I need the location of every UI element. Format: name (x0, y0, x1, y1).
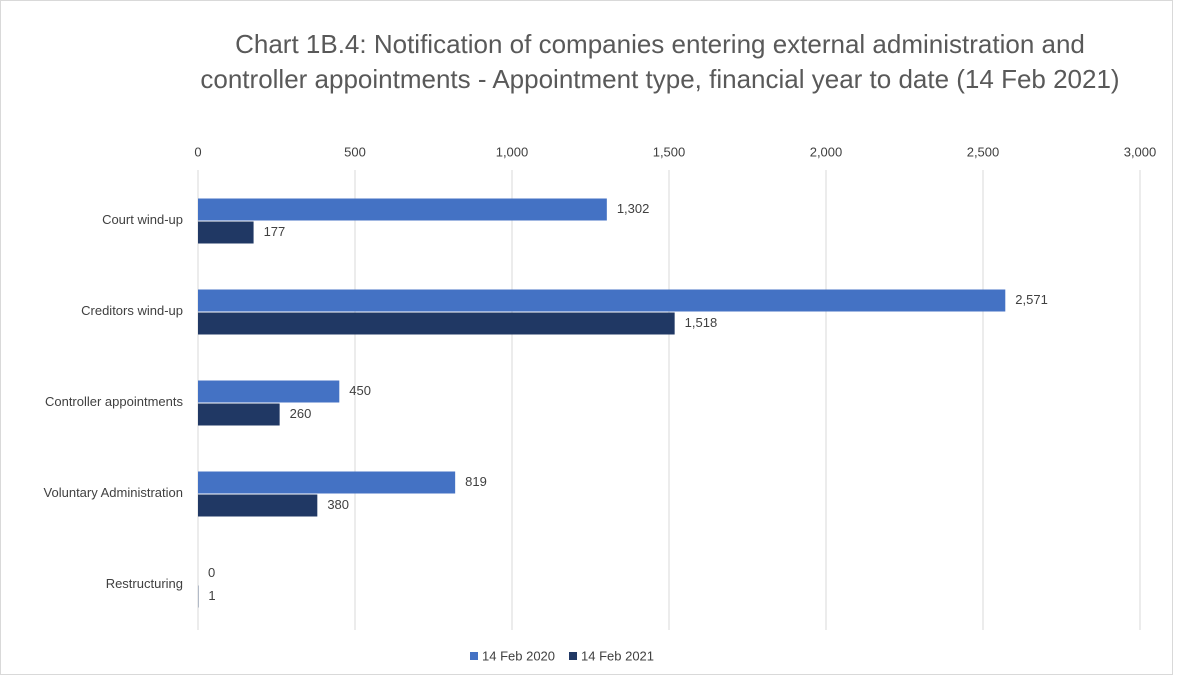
x-tick-label: 2,000 (810, 144, 843, 159)
x-tick-label: 1,000 (496, 144, 529, 159)
data-label: 2,571 (1015, 292, 1048, 307)
bar (198, 403, 280, 426)
data-label: 819 (465, 474, 487, 489)
x-tick-label: 0 (194, 144, 201, 159)
bar (198, 494, 318, 517)
legend-swatch (470, 652, 478, 660)
data-label: 0 (208, 565, 215, 580)
y-tick-label: Creditors wind-up (81, 303, 183, 318)
y-tick-label: Restructuring (106, 576, 183, 591)
data-label: 1,518 (685, 315, 718, 330)
legend-swatch (569, 652, 578, 660)
bar (198, 221, 254, 244)
data-label: 380 (327, 497, 349, 512)
x-tick-label: 2,500 (967, 144, 1000, 159)
y-tick-label: Controller appointments (45, 394, 184, 409)
bar (198, 380, 340, 403)
y-tick-label: Court wind-up (102, 212, 183, 227)
data-label: 1,302 (617, 201, 650, 216)
bar (198, 471, 456, 494)
x-tick-label: 1,500 (653, 144, 686, 159)
legend-label: 14 Feb 2021 (581, 648, 654, 663)
bar (198, 312, 675, 335)
bar (198, 198, 607, 221)
data-label: 450 (349, 383, 371, 398)
y-tick-label: Voluntary Administration (44, 485, 183, 500)
data-label: 177 (264, 224, 286, 239)
data-label: 260 (290, 406, 312, 421)
x-tick-label: 500 (344, 144, 366, 159)
data-label: 1 (208, 588, 215, 603)
legend-label: 14 Feb 2020 (482, 648, 555, 663)
x-tick-label: 3,000 (1124, 144, 1157, 159)
bar (198, 289, 1006, 312)
chart-title: Chart 1B.4: Notification of companies en… (200, 29, 1120, 94)
